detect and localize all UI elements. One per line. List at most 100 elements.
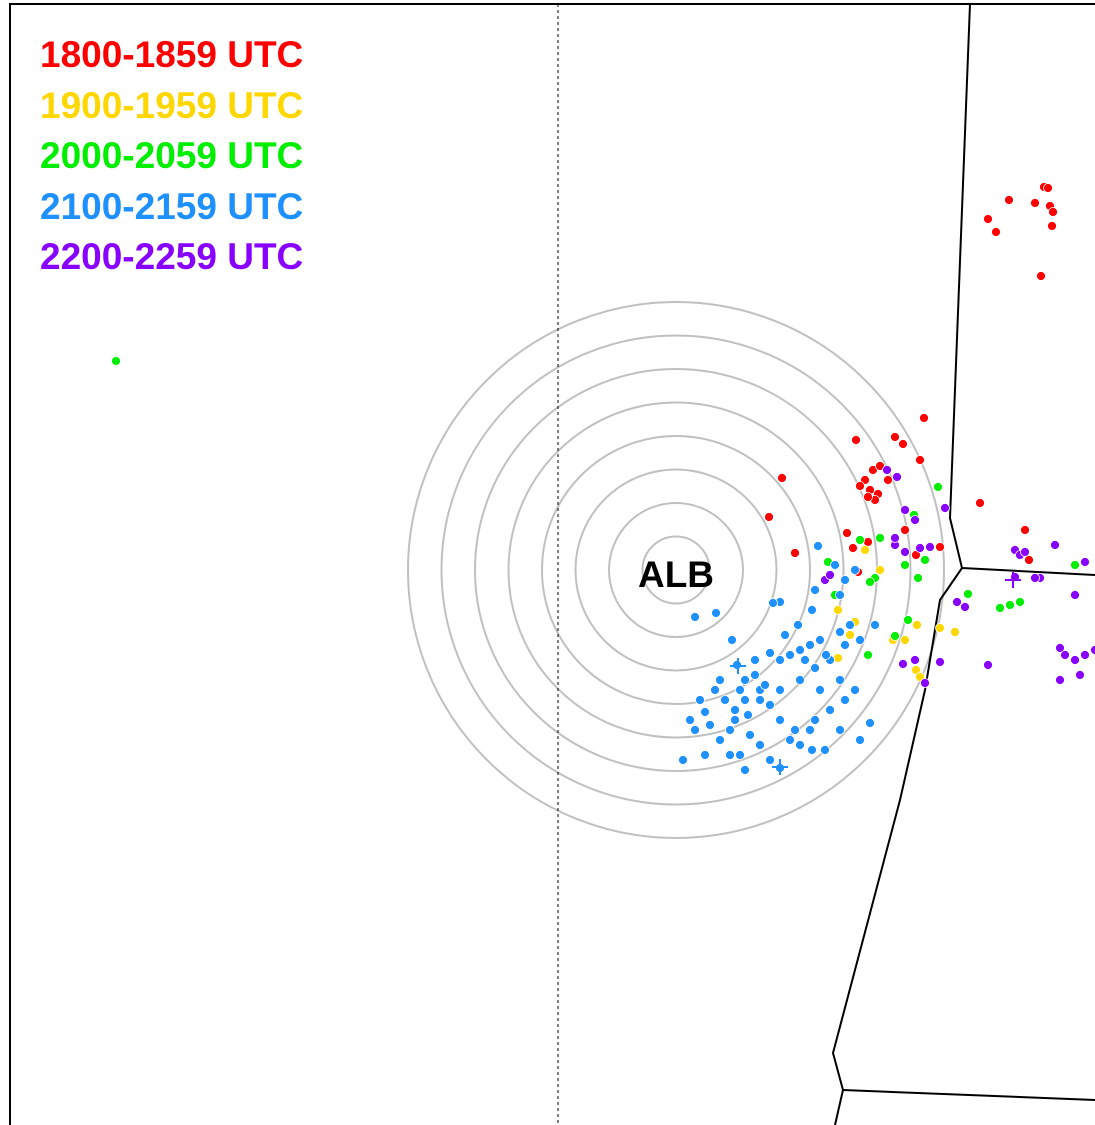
state-boundaries [557, 3, 1095, 1125]
strike-marker [805, 725, 815, 735]
strike-marker [890, 533, 900, 543]
legend-item-1800: 1800-1859 UTC [40, 34, 304, 75]
strike-marker [900, 525, 910, 535]
strike-marker [995, 603, 1005, 613]
strike-marker [898, 439, 908, 449]
strike-marker [1090, 645, 1095, 655]
strike-marker [991, 227, 1001, 237]
strike-marker [795, 645, 805, 655]
strike-marker [750, 670, 760, 680]
strike-marker [1055, 675, 1065, 685]
strike-marker [810, 663, 820, 673]
strike-marker [1070, 655, 1080, 665]
strike-marker [863, 650, 873, 660]
strike-marker [790, 548, 800, 558]
strike-marker [800, 655, 810, 665]
range-ring [608, 502, 744, 638]
strike-marker [833, 653, 843, 663]
strike-marker [875, 533, 885, 543]
strike-marker [910, 655, 920, 665]
strike-marker [715, 735, 725, 745]
strike-marker [111, 356, 121, 366]
strike-marker [810, 715, 820, 725]
strike-marker [1030, 573, 1040, 583]
strike-marker [960, 602, 970, 612]
strike-marker [848, 543, 858, 553]
strike-marker [1050, 540, 1060, 550]
strike-marker [860, 545, 870, 555]
positive-strike-marker [1005, 572, 1021, 588]
strike-marker [840, 640, 850, 650]
strike-marker [765, 700, 775, 710]
strike-marker [775, 655, 785, 665]
strike-marker [1024, 555, 1034, 565]
strike-marker [705, 720, 715, 730]
strike-marker [855, 735, 865, 745]
strike-marker [725, 725, 735, 735]
strike-marker [815, 635, 825, 645]
strike-marker [740, 675, 750, 685]
strike-marker [743, 710, 753, 720]
strike-marker [840, 695, 850, 705]
strike-marker [768, 598, 778, 608]
strike-marker [764, 512, 774, 522]
strike-marker [850, 565, 860, 575]
strike-marker [735, 750, 745, 760]
strike-marker [820, 745, 830, 755]
strike-marker [850, 685, 860, 695]
strike-marker [807, 605, 817, 615]
strike-marker [750, 655, 760, 665]
strike-marker [865, 718, 875, 728]
strike-marker [1060, 650, 1070, 660]
strike-marker [790, 725, 800, 735]
strike-marker [695, 695, 705, 705]
strike-marker [825, 705, 835, 715]
strike-marker [915, 543, 925, 553]
strike-marker [727, 635, 737, 645]
strike-marker [725, 750, 735, 760]
strike-marker [910, 515, 920, 525]
strike-marker [900, 635, 910, 645]
strike-marker [780, 630, 790, 640]
range-ring [641, 535, 711, 605]
strike-marker [855, 535, 865, 545]
range-ring [440, 334, 912, 806]
strike-marker [882, 465, 892, 475]
strike-marker [935, 623, 945, 633]
strike-marker [855, 481, 865, 491]
strike-marker [711, 608, 721, 618]
strike-marker [875, 565, 885, 575]
strike-marker [983, 660, 993, 670]
map-frame [9, 3, 1095, 1125]
strike-marker [900, 560, 910, 570]
strike-marker [935, 657, 945, 667]
strike-marker [1020, 525, 1030, 535]
legend-item-1900: 1900-1959 UTC [40, 84, 304, 126]
strike-marker [1075, 670, 1085, 680]
strike-marker [1080, 557, 1090, 567]
strike-marker [963, 589, 973, 599]
strike-marker [825, 570, 835, 580]
strike-marker [1055, 643, 1065, 653]
strike-marker [833, 605, 843, 615]
strike-marker [715, 675, 725, 685]
state-border-line [831, 3, 971, 1125]
strike-marker [940, 503, 950, 513]
strike-marker [815, 685, 825, 695]
positive-strike-marker [772, 759, 788, 775]
strike-marker [900, 505, 910, 515]
strike-marker [845, 620, 855, 630]
strike-marker [720, 695, 730, 705]
strike-marker [933, 482, 943, 492]
strike-marker [898, 659, 908, 669]
strike-marker [795, 675, 805, 685]
strike-marker [760, 680, 770, 690]
strike-marker [1047, 221, 1057, 231]
range-ring [507, 401, 845, 739]
strike-marker [855, 635, 865, 645]
strike-marker [813, 541, 823, 551]
strike-marker [983, 214, 993, 224]
strike-marker [1005, 600, 1015, 610]
